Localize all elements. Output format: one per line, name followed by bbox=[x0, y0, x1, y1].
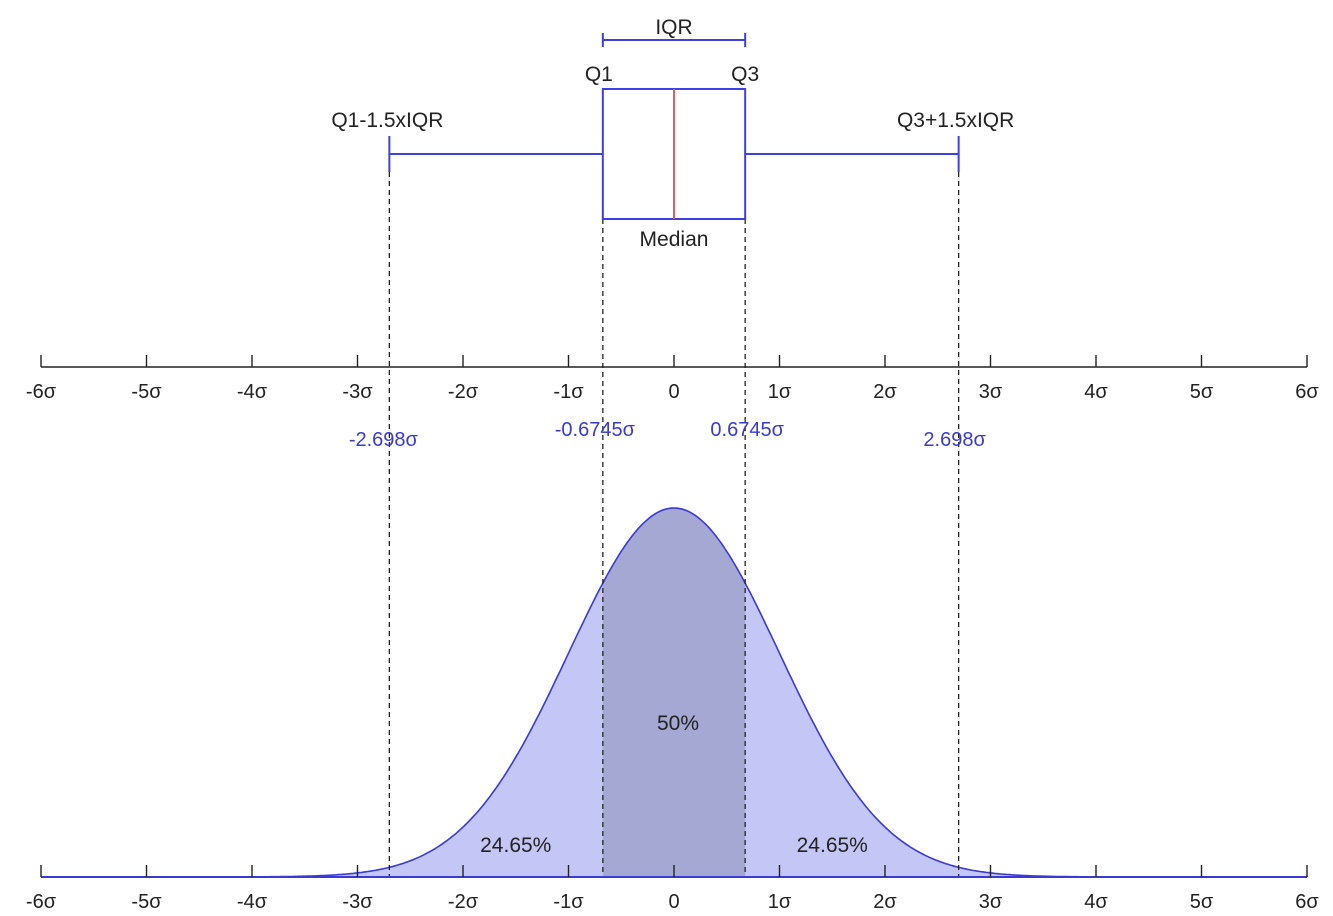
marker-label-upper-fence: 2.698σ bbox=[923, 429, 986, 451]
median-label: Median bbox=[640, 228, 709, 251]
sigma-axis-tick-label: 6σ bbox=[1295, 381, 1319, 403]
iqr-label: IQR bbox=[655, 16, 692, 39]
marker-label-lower-fence: -2.698σ bbox=[349, 429, 419, 451]
marker-labels: -2.698σ -0.6745σ 0.6745σ 2.698σ bbox=[349, 419, 987, 451]
right-tail-percentage-label: 24.65% bbox=[797, 834, 868, 857]
sigma-axis-tick-label: 4σ bbox=[1084, 381, 1108, 403]
bottom-sigma-axis-tick-label: -6σ bbox=[26, 891, 57, 913]
sigma-axis-tick-label: -1σ bbox=[553, 381, 584, 403]
sigma-axis-tick-label: -3σ bbox=[342, 381, 373, 403]
distribution-group bbox=[41, 507, 1307, 878]
sigma-axis-tick-label: 1σ bbox=[768, 381, 792, 403]
bottom-sigma-axis-tick-label: 5σ bbox=[1190, 891, 1214, 913]
sigma-axis-tick-label: -4σ bbox=[237, 381, 268, 403]
sigma-axis-tick-label: 2σ bbox=[873, 381, 897, 403]
sigma-axis-tick-label: 0 bbox=[668, 381, 679, 403]
sigma-axis: -6σ -5σ -4σ -3σ -2σ -1σ 0 1σ 2σ 3σ 4σ 5σ 6σ bbox=[26, 355, 1319, 403]
bottom-sigma-axis-tick-label: -4σ bbox=[237, 891, 268, 913]
lower-whisker-label: Q1-1.5xIQR bbox=[331, 109, 443, 132]
marker-label-q1: -0.6745σ bbox=[555, 419, 636, 441]
left-tail-percentage-label: 24.65% bbox=[480, 834, 551, 857]
bottom-sigma-axis-tick-label: -1σ bbox=[553, 891, 584, 913]
upper-whisker-label: Q3+1.5xIQR bbox=[897, 109, 1014, 132]
iqr-area bbox=[602, 508, 746, 877]
marker-label-q3: 0.6745σ bbox=[710, 419, 784, 441]
sigma-axis-tick-label: -5σ bbox=[131, 381, 162, 403]
q1-label: Q1 bbox=[585, 63, 613, 86]
bottom-sigma-axis-tick-label: -3σ bbox=[342, 891, 373, 913]
percentage-labels: 50% 24.65% 24.65% bbox=[480, 712, 868, 857]
sigma-axis-tick-label: 3σ bbox=[979, 381, 1003, 403]
sigma-axis-tick-label: -2σ bbox=[448, 381, 479, 403]
boxplot: IQR Q1 Q3 Q1-1.5xIQR Q3+1.5xIQR Median bbox=[331, 16, 1014, 251]
bottom-sigma-axis-tick-label: 3σ bbox=[979, 891, 1003, 913]
guide-lines bbox=[388, 154, 960, 877]
sigma-axis-tick-label: 5σ bbox=[1190, 381, 1214, 403]
bottom-sigma-axis-tick-label: 1σ bbox=[768, 891, 792, 913]
sigma-axis-tick-label: -6σ bbox=[26, 381, 57, 403]
bottom-sigma-axis-tick-label: -5σ bbox=[131, 891, 162, 913]
bottom-sigma-axis-tick-label: 4σ bbox=[1084, 891, 1108, 913]
bottom-sigma-axis-tick-label: 0 bbox=[668, 891, 679, 913]
q3-label: Q3 bbox=[731, 63, 759, 86]
bottom-sigma-axis-tick-label: 2σ bbox=[873, 891, 897, 913]
bottom-sigma-axis-tick-label: -2σ bbox=[448, 891, 479, 913]
center-percentage-label: 50% bbox=[657, 712, 699, 735]
bottom-sigma-axis-tick-label: 6σ bbox=[1295, 891, 1319, 913]
bottom-sigma-axis: -6σ -5σ -4σ -3σ -2σ -1σ 0 1σ 2σ 3σ 4σ 5σ 6σ bbox=[26, 865, 1319, 913]
